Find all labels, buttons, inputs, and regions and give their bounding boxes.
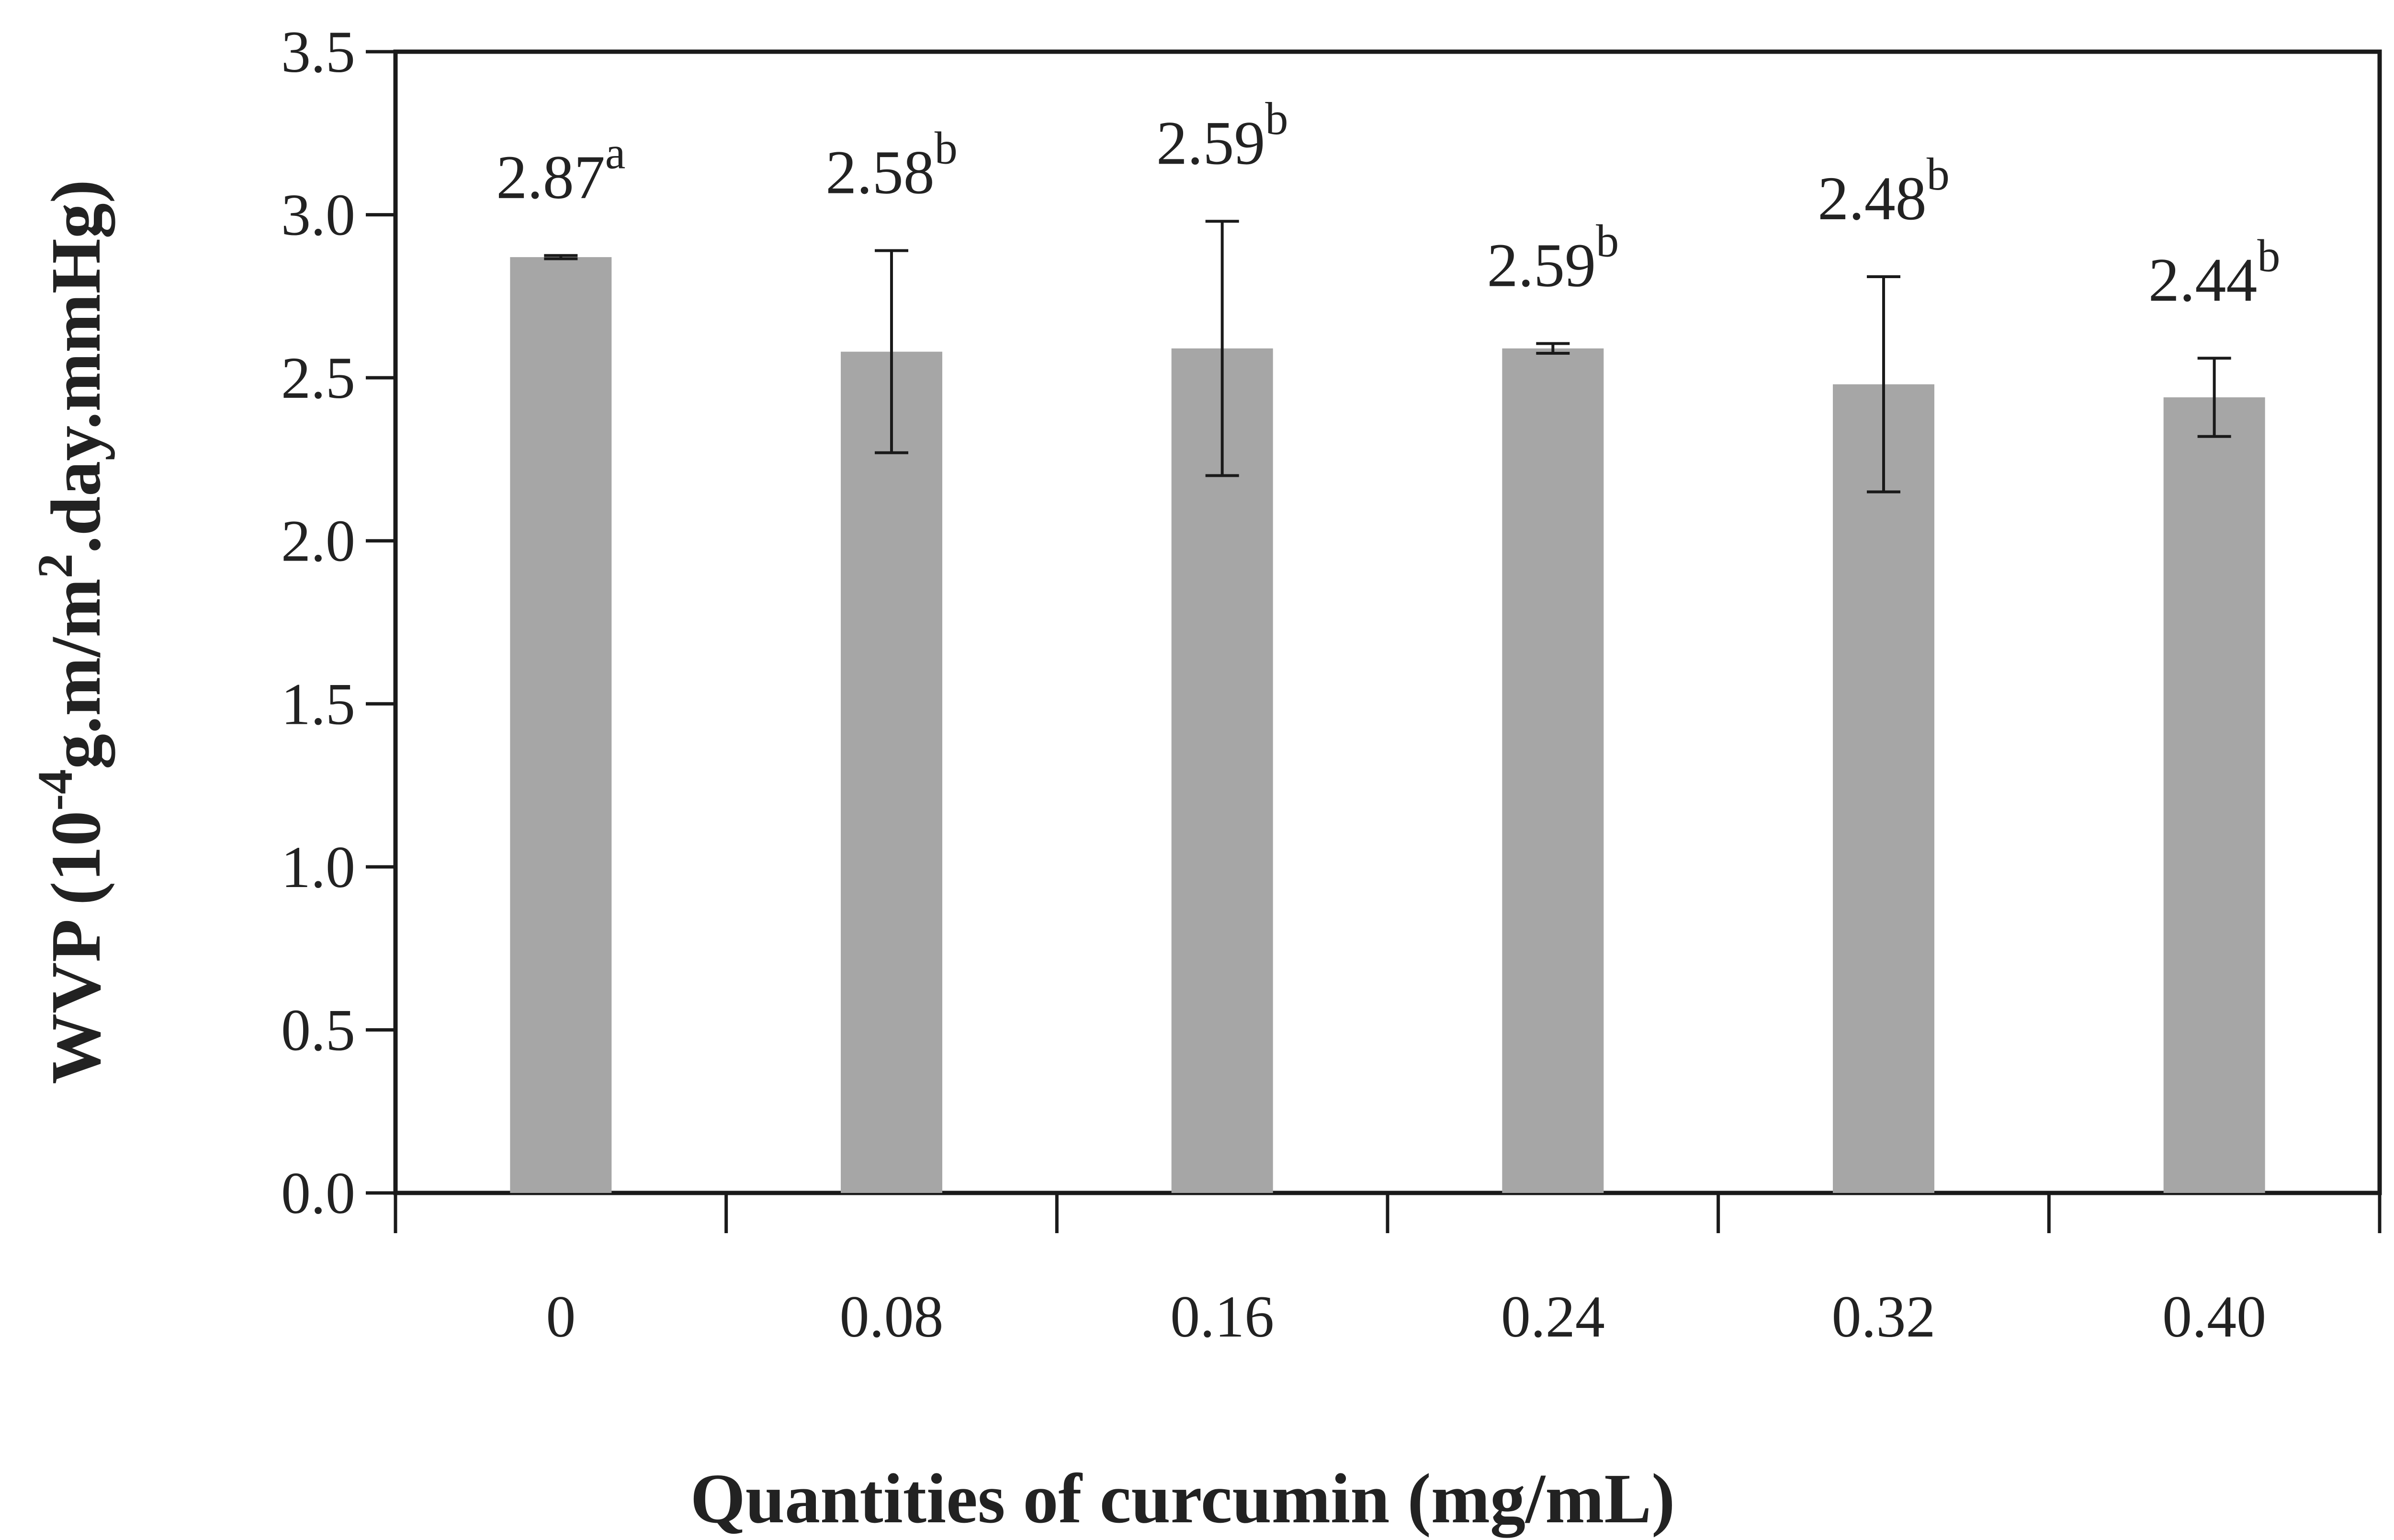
x-axis-title: Quantities of curcumin (mg/mL) [690,1460,1675,1538]
y-tick-label: 0.5 [281,997,355,1063]
data-label: 2.87a [496,127,625,212]
y-axis-title-part1: WVP (10 [37,811,115,1084]
y-tick-label: 2.5 [281,345,355,411]
data-label-superscript: b [935,122,958,173]
data-label: 2.48b [1818,148,1950,233]
x-tick-label: 0.32 [1832,1284,1936,1349]
plot-area: 0.00.51.01.52.02.53.03.52.87a02.58b0.082… [281,19,2382,1349]
x-tick-label: 0.16 [1170,1284,1274,1349]
data-label-value: 2.58 [825,138,935,207]
data-label-superscript: a [605,127,626,179]
bar [1833,384,1934,1193]
y-axis-title-exponent2: 2 [28,553,83,578]
bar [1171,348,1273,1193]
data-label-value: 2.48 [1818,164,1927,233]
data-label: 2.59b [1156,93,1288,178]
plot-frame [393,49,2382,1195]
y-axis-title-part3: .day.mmHg) [37,180,115,553]
data-label-value: 2.44 [2148,246,2258,315]
x-tick-label: 0.40 [2162,1284,2266,1349]
data-label-superscript: b [1265,93,1288,144]
y-axis-title-exponent1: -4 [28,769,83,811]
bar [510,257,612,1193]
y-tick-label: 1.5 [281,671,355,737]
data-label-superscript: b [1596,215,1619,267]
data-label-value: 2.87 [496,143,605,212]
y-axis-title: WVP (10-4g.m/m2.day.mmHg) [28,180,115,1084]
data-label-value: 2.59 [1156,109,1265,178]
y-tick-label: 2.0 [281,508,355,574]
bar [2163,397,2265,1193]
x-tick-label: 0.08 [840,1284,944,1349]
y-axis-title-part2: g.m/m [37,578,115,769]
y-tick-label: 1.0 [281,834,355,900]
data-label: 2.58b [825,122,958,207]
y-tick-label: 0.0 [281,1160,355,1226]
x-tick-label: 0.24 [1501,1284,1605,1349]
data-label: 2.59b [1487,215,1619,300]
data-label-value: 2.59 [1487,231,1596,300]
y-tick-label: 3.5 [281,19,355,85]
data-label: 2.44b [2148,230,2281,315]
bar [841,351,942,1193]
data-label-superscript: b [2257,230,2280,281]
bar [1502,348,1604,1193]
x-tick-label: 0 [546,1284,576,1349]
data-label-superscript: b [1927,148,1950,200]
y-tick-label: 3.0 [281,182,355,248]
